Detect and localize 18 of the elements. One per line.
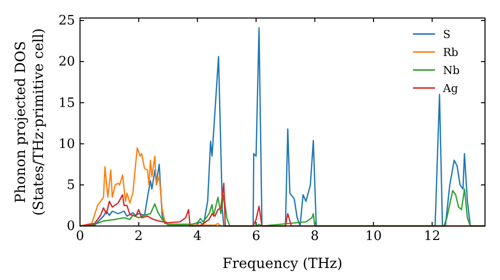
legend-label: Ag bbox=[442, 82, 458, 95]
x-tick-label: 8 bbox=[310, 229, 319, 244]
legend-label: Nb bbox=[443, 64, 460, 77]
y-tick-label: 0 bbox=[66, 219, 75, 234]
y-tick-label: 25 bbox=[58, 14, 75, 29]
x-axis-title: Frequency (THz) bbox=[222, 256, 343, 272]
y-tick-label: 20 bbox=[58, 54, 75, 70]
x-tick-label: 6 bbox=[252, 229, 260, 244]
y-tick-label: 10 bbox=[58, 136, 75, 152]
x-tick-label: 12 bbox=[424, 229, 440, 244]
y-tick-label: 5 bbox=[66, 178, 75, 194]
legend-label: S bbox=[443, 28, 451, 41]
x-tick-label: 2 bbox=[134, 229, 143, 244]
legend-label: Rb bbox=[443, 46, 458, 59]
y-tick-label: 15 bbox=[58, 96, 75, 111]
y-axis-title: Phonon projected DOS (States/THz·primitive cell) bbox=[13, 28, 47, 216]
x-tick-label: 4 bbox=[193, 229, 202, 244]
x-tick-label: 10 bbox=[365, 229, 382, 244]
